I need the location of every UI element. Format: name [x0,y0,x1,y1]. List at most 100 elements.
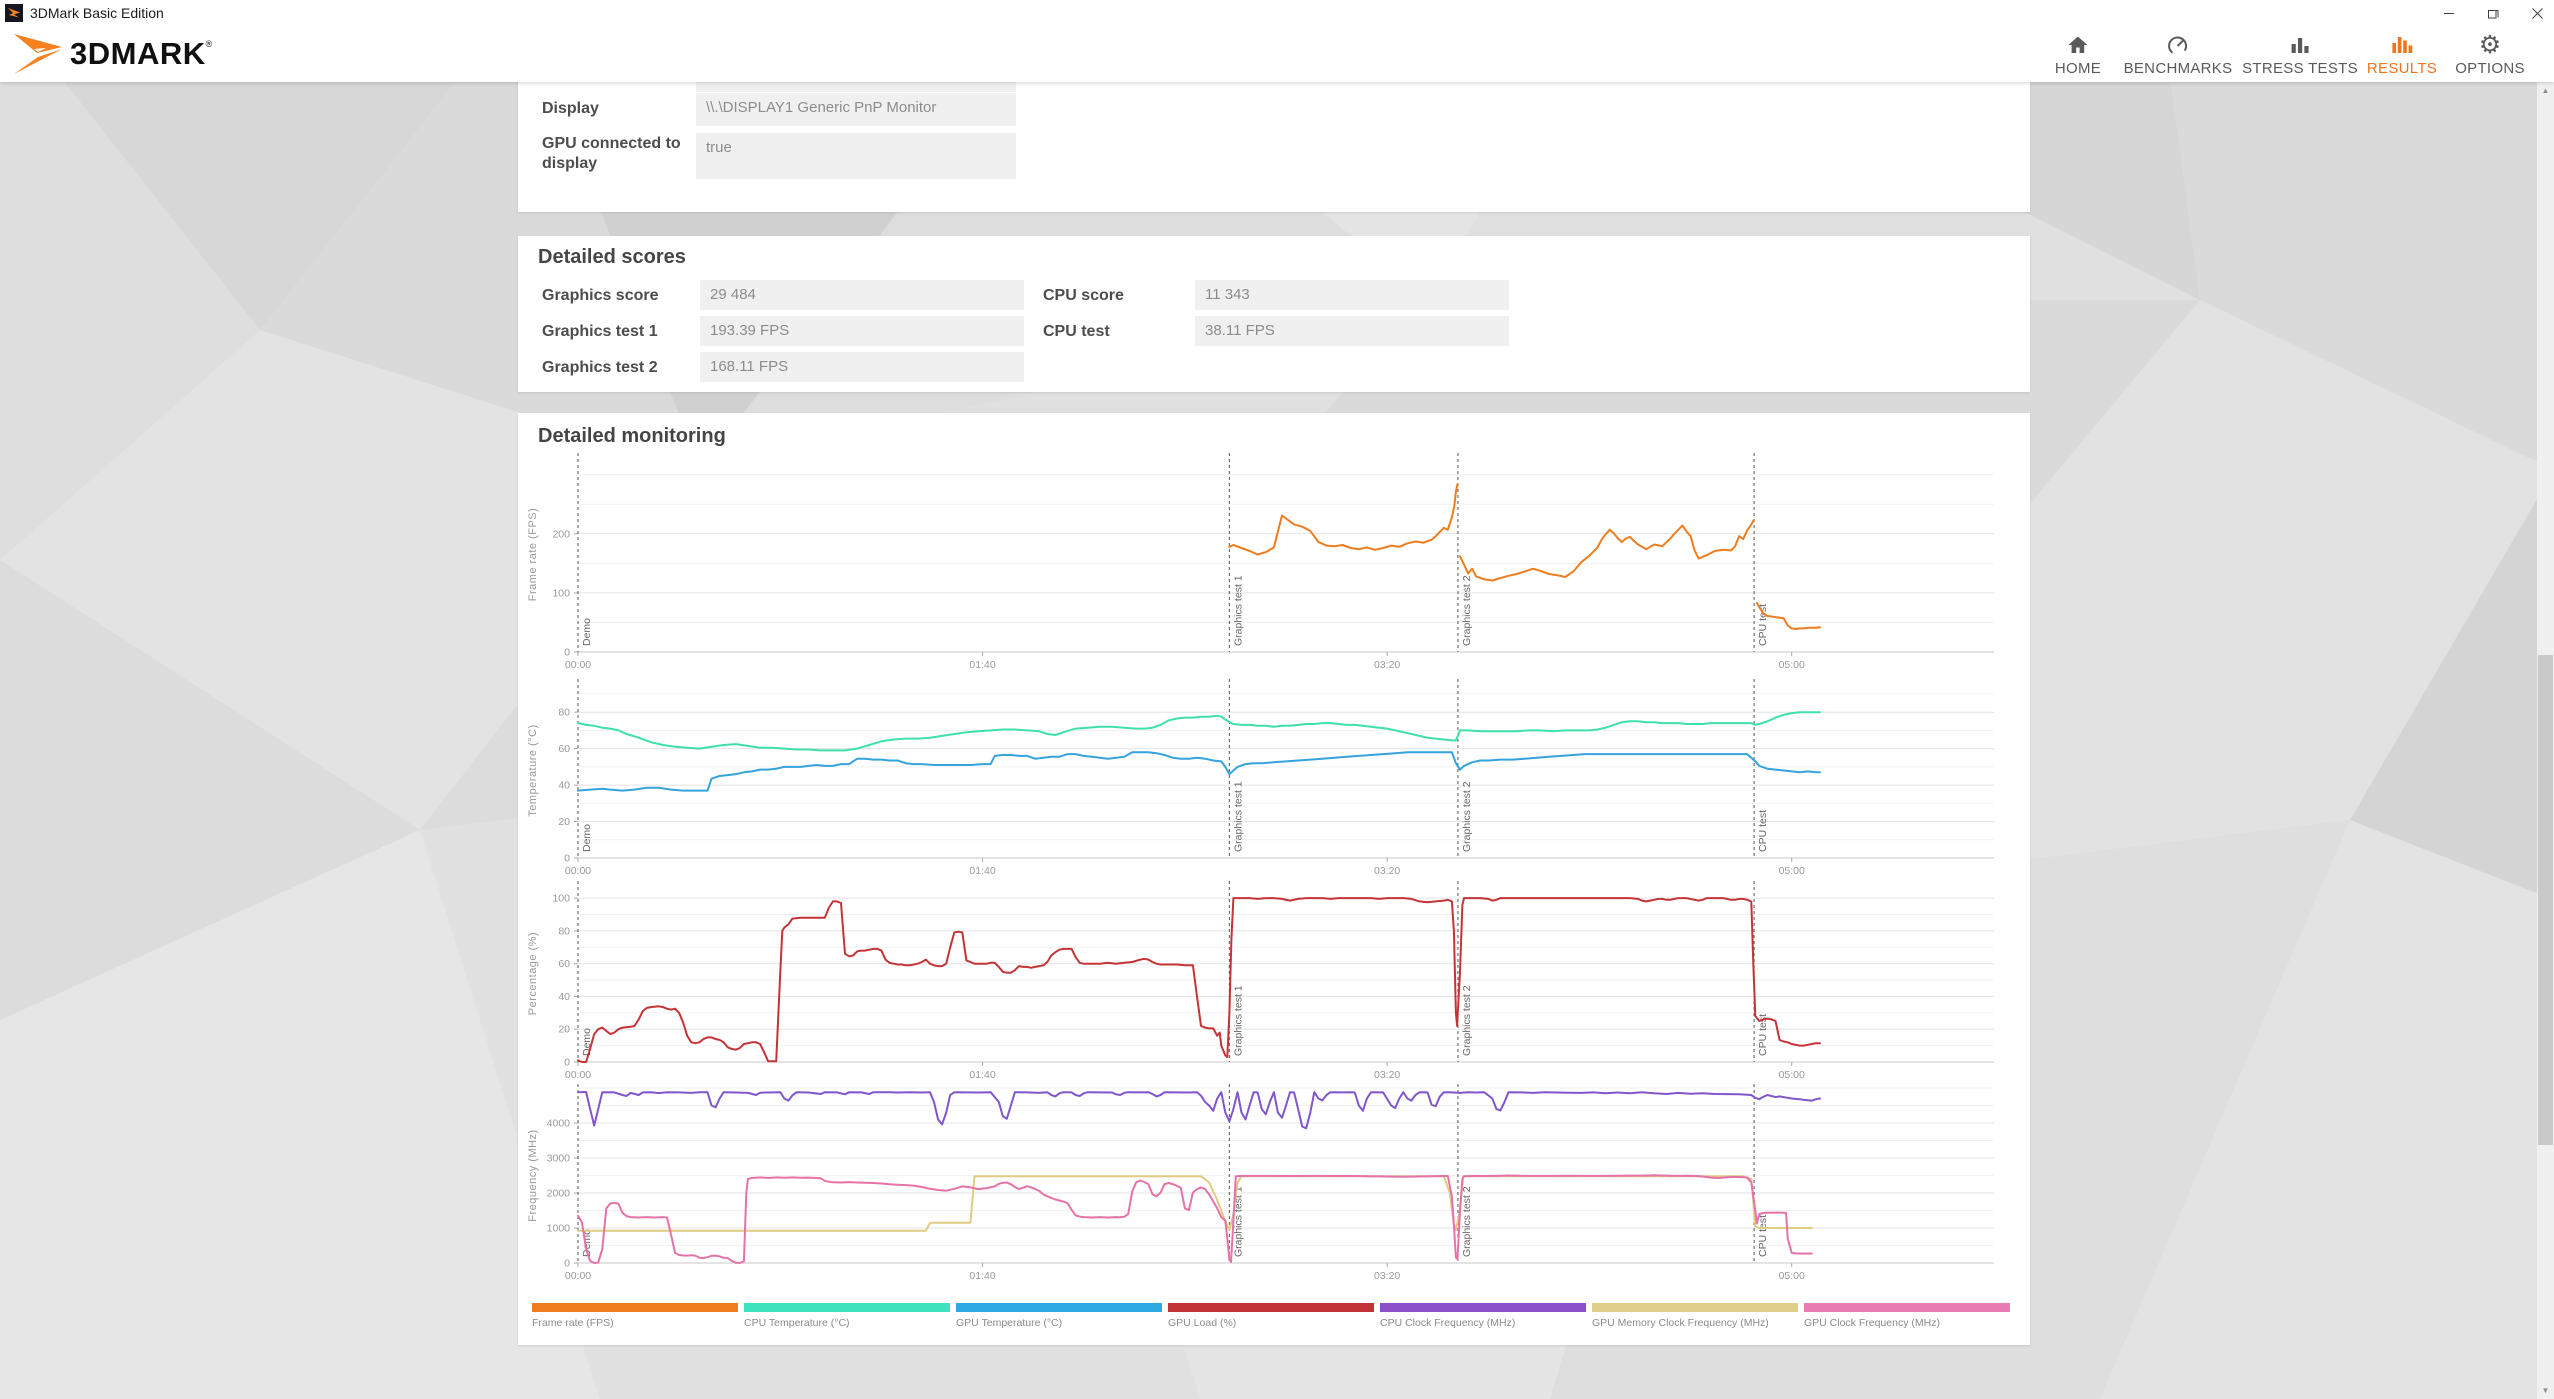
chart-temperature: 0 20 40 60 80 Temperature (°C) 00:00 01:40 03:20… [527,679,1994,877]
restore-button[interactable] [2476,0,2510,26]
system-info-panel: Display \\.\DISPLAY1 Generic PnP Monitor G… [518,82,2030,212]
event-label: Graphics test 1 [1232,575,1244,646]
svg-text:2000: 2000 [547,1188,571,1200]
svg-text:200: 200 [552,528,570,540]
svg-text:20: 20 [558,816,570,828]
gear-icon: ⚙ [2478,31,2502,59]
scrollbar-thumb[interactable] [2538,655,2553,1145]
results-bars-icon [2392,37,2413,53]
svg-text:0: 0 [564,1258,570,1270]
svg-text:20: 20 [558,1024,570,1036]
legend-swatch [956,1303,1162,1312]
event-label: Graphics test 1 [1232,985,1244,1056]
field-value: 168.11 FPS [700,352,1024,382]
svg-text:03:20: 03:20 [1374,1270,1400,1282]
svg-text:03:20: 03:20 [1374,1069,1400,1081]
event-label: Graphics test 2 [1461,575,1473,646]
brand-name: 3DMARK [70,36,206,71]
field-value: \\.\DISPLAY1 Generic PnP Monitor [696,93,1016,126]
legend-swatch [1804,1303,2010,1312]
svg-text:01:40: 01:40 [969,865,995,877]
series-cpu-clock-frequency-mhz- [577,1091,1821,1130]
legend-label: CPU Clock Frequency (MHz) [1380,1317,1516,1329]
close-button[interactable] [2520,0,2554,26]
scrollbar[interactable]: ▲ ▼ [2537,82,2554,1399]
nav-item-home[interactable]: HOME [2055,29,2101,81]
legend-swatch [1592,1303,1798,1312]
bar-chart-icon [2291,38,2309,53]
legend-label: GPU Temperature (°C) [956,1317,1063,1329]
legend-swatch [1168,1303,1374,1312]
event-label: Demo [581,824,593,852]
legend-label: GPU Load (%) [1168,1317,1237,1329]
event-label: CPU test [1757,604,1769,646]
nav-item-benchmarks[interactable]: BENCHMARKS [2124,29,2233,81]
y-axis-label: Percentage (%) [527,932,539,1015]
svg-text:60: 60 [558,743,570,755]
nav-item-results[interactable]: RESULTS [2367,29,2437,81]
event-label: Graphics test 2 [1461,781,1473,852]
svg-text:0: 0 [564,647,570,659]
legend-item: GPU Memory Clock Frequency (MHz) [1592,1303,1798,1329]
legend-item: Frame rate (FPS) [532,1303,738,1329]
nav-label: BENCHMARKS [2123,60,2233,77]
svg-text:03:20: 03:20 [1374,865,1400,877]
nav-label: HOME [2054,60,2102,77]
event-label: CPU test [1757,810,1769,852]
registered-mark: ® [205,39,213,49]
field-label: GPU connected to display [542,135,681,172]
svg-text:100: 100 [552,587,570,599]
y-axis-label: Frequency (MHz) [527,1129,539,1221]
legend-item: CPU Clock Frequency (MHz) [1380,1303,1586,1329]
legend-item: GPU Clock Frequency (MHz) [1804,1303,2010,1329]
svg-text:05:00: 05:00 [1779,865,1805,877]
svg-text:4000: 4000 [547,1118,571,1130]
legend-label: CPU Temperature (°C) [744,1317,850,1329]
svg-text:03:20: 03:20 [1374,659,1400,671]
chart-percentage: 0 20 40 60 80 100 Percentage (%) 00:00 01:40 03:2… [527,881,1994,1081]
series-gpu-temperature-c- [577,751,1821,792]
event-label: Demo [581,618,593,646]
series-gpu-memory-clock-frequency-mhz- [577,1175,1813,1232]
field-value: true [696,133,1016,179]
svg-text:40: 40 [558,780,570,792]
home-icon [2068,36,2088,53]
scroll-up-icon[interactable]: ▲ [2541,86,2550,95]
chart-frame-rate: 0 100 200 Frame rate (FPS) 00:00 01:40 03:20 05… [527,453,1994,671]
svg-text:0: 0 [564,853,570,865]
svg-text:3000: 3000 [547,1153,571,1165]
nav-item-options[interactable]: ⚙ OPTIONS [2455,29,2525,81]
nav-item-stress[interactable]: STRESS TESTS [2242,29,2358,81]
series-gpu-load- [577,897,1821,1063]
svg-text:00:00: 00:00 [565,1270,591,1282]
detailed-monitoring-panel: Detailed monitoring 0 100 200 Frame rate (F… [518,413,2030,1345]
field-value: 38.11 FPS [1195,316,1509,346]
svg-text:05:00: 05:00 [1779,1270,1805,1282]
y-axis-label: Temperature (°C) [527,724,539,816]
legend-swatch [532,1303,738,1312]
svg-text:05:00: 05:00 [1779,1069,1805,1081]
panel-title: Detailed monitoring [538,425,726,447]
legend-swatch [1380,1303,1586,1312]
field-value: 29 484 [700,280,1024,310]
svg-text:80: 80 [558,925,570,937]
svg-text:05:00: 05:00 [1779,659,1805,671]
legend-label: GPU Clock Frequency (MHz) [1804,1317,1940,1329]
scroll-down-icon[interactable]: ▼ [2541,1386,2550,1395]
y-axis-label: Frame rate (FPS) [527,508,539,602]
minimize-button[interactable] [2432,0,2466,26]
panel-title: Detailed scores [538,246,686,268]
nav-bar: 3DMARK ® HOME BENCHMARKS STRESS TESTS RESULT… [0,26,2554,82]
field-label: Graphics test 2 [542,359,658,376]
nav-label: OPTIONS [2455,60,2525,77]
svg-text:00:00: 00:00 [565,1069,591,1081]
svg-text:40: 40 [558,991,570,1003]
brand-arrow-icon [14,34,62,74]
cutoff-field-box [696,82,1016,92]
chart-frequency: 0 1000 2000 3000 4000 Frequency (MHz) 00:00 01:… [527,1084,1994,1282]
field-label: CPU score [1043,287,1124,304]
svg-text:60: 60 [558,958,570,970]
nav-label: RESULTS [2366,60,2438,77]
legend-swatch [744,1303,950,1312]
